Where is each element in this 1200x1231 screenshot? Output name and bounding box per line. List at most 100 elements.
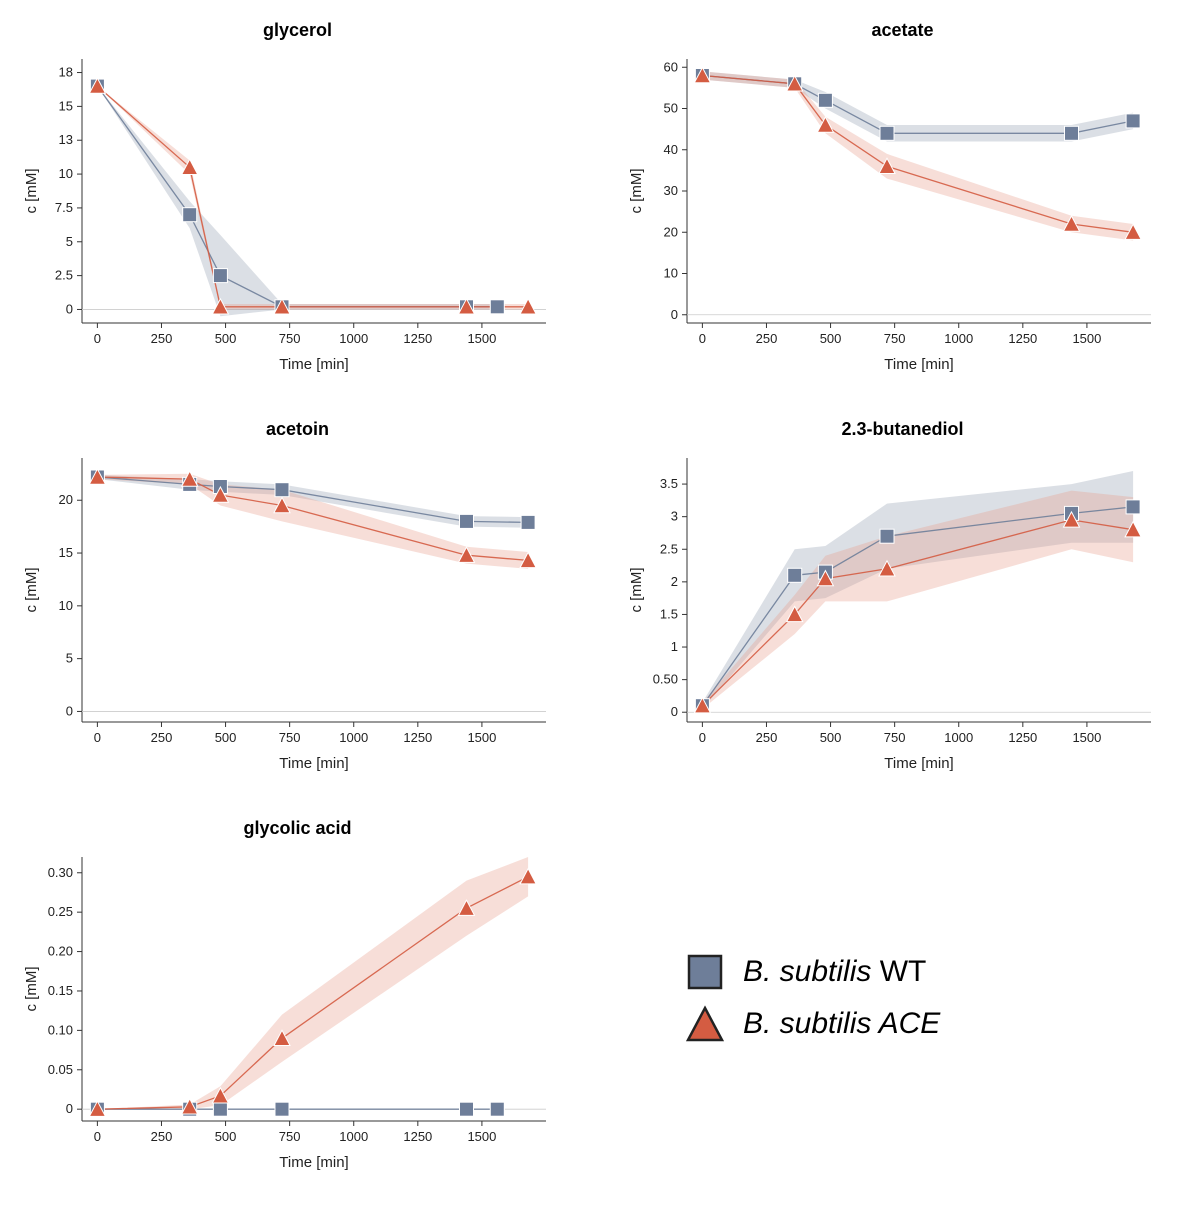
panel-glycerol: glycerol02.557.5101315180250500750100012… bbox=[20, 20, 575, 379]
svg-text:0.20: 0.20 bbox=[48, 944, 73, 959]
svg-text:5: 5 bbox=[66, 651, 73, 666]
svg-text:0: 0 bbox=[94, 730, 101, 745]
svg-text:15: 15 bbox=[59, 98, 73, 113]
svg-text:500: 500 bbox=[215, 730, 237, 745]
svg-text:18: 18 bbox=[59, 65, 73, 80]
svg-text:c [mM]: c [mM] bbox=[23, 169, 40, 214]
legend-item: B. subtilis ACE bbox=[685, 1004, 1180, 1044]
svg-text:Time [min]: Time [min] bbox=[884, 755, 953, 772]
svg-text:1000: 1000 bbox=[944, 730, 973, 745]
svg-text:1500: 1500 bbox=[1072, 331, 1101, 346]
svg-text:30: 30 bbox=[664, 183, 678, 198]
panel-title: glycolic acid bbox=[20, 818, 575, 839]
svg-text:2: 2 bbox=[671, 574, 678, 589]
svg-text:250: 250 bbox=[756, 331, 778, 346]
svg-text:500: 500 bbox=[820, 730, 842, 745]
svg-text:c [mM]: c [mM] bbox=[628, 169, 645, 214]
panel-acetate: acetate 0 10 20 30 40 50 60 0 250 500 750 1000 1250 15… bbox=[625, 20, 1180, 379]
svg-text:750: 750 bbox=[884, 331, 906, 346]
svg-text:0: 0 bbox=[66, 301, 73, 316]
svg-text:1250: 1250 bbox=[403, 730, 432, 745]
svg-text:0: 0 bbox=[94, 1129, 101, 1144]
svg-text:20: 20 bbox=[59, 492, 73, 507]
svg-text:0: 0 bbox=[66, 703, 73, 718]
svg-text:0.50: 0.50 bbox=[653, 672, 678, 687]
legend-item: B. subtilis WT bbox=[685, 952, 1180, 992]
panel-butanediol: 2.3-butanediol 0 0.50 1 1.5 2 2.5 3 3.5 0 250 500 75… bbox=[625, 419, 1180, 778]
svg-text:1: 1 bbox=[671, 639, 678, 654]
svg-text:1250: 1250 bbox=[1008, 730, 1037, 745]
svg-text:40: 40 bbox=[664, 142, 678, 157]
svg-text:1250: 1250 bbox=[403, 331, 432, 346]
svg-text:3: 3 bbox=[671, 509, 678, 524]
svg-text:0: 0 bbox=[699, 730, 706, 745]
panel-glycolic: glycolic acid00.050.100.150.200.250.3002… bbox=[20, 818, 575, 1177]
svg-text:1000: 1000 bbox=[339, 730, 368, 745]
svg-text:5: 5 bbox=[66, 234, 73, 249]
svg-text:2.5: 2.5 bbox=[55, 268, 73, 283]
svg-text:10: 10 bbox=[59, 598, 73, 613]
svg-text:Time [min]: Time [min] bbox=[279, 1154, 348, 1171]
svg-text:250: 250 bbox=[151, 730, 173, 745]
svg-text:250: 250 bbox=[756, 730, 778, 745]
svg-text:250: 250 bbox=[151, 331, 173, 346]
svg-text:60: 60 bbox=[664, 59, 678, 74]
panel-title: acetoin bbox=[20, 419, 575, 440]
legend-label: B. subtilis ACE bbox=[743, 1007, 940, 1041]
svg-text:1250: 1250 bbox=[403, 1129, 432, 1144]
svg-text:0: 0 bbox=[699, 331, 706, 346]
chart-glycolic: 00.050.100.150.200.250.30025050075010001… bbox=[20, 847, 560, 1177]
svg-text:20: 20 bbox=[664, 224, 678, 239]
svg-text:750: 750 bbox=[279, 331, 301, 346]
svg-text:c [mM]: c [mM] bbox=[23, 967, 40, 1012]
svg-text:0.10: 0.10 bbox=[48, 1022, 73, 1037]
svg-text:0.25: 0.25 bbox=[48, 904, 73, 919]
svg-text:7.5: 7.5 bbox=[55, 200, 73, 215]
panel-title: glycerol bbox=[20, 20, 575, 41]
svg-text:c [mM]: c [mM] bbox=[23, 568, 40, 613]
svg-text:500: 500 bbox=[215, 331, 237, 346]
svg-text:1500: 1500 bbox=[467, 1129, 496, 1144]
chart-butanediol: 0 0.50 1 1.5 2 2.5 3 3.5 0 250 500 750 1000 1250 1500 T… bbox=[625, 448, 1165, 778]
chart-grid: glycerol02.557.5101315180250500750100012… bbox=[20, 20, 1180, 1177]
svg-text:3.5: 3.5 bbox=[660, 476, 678, 491]
svg-text:10: 10 bbox=[59, 166, 73, 181]
svg-text:750: 750 bbox=[279, 730, 301, 745]
svg-text:1000: 1000 bbox=[339, 331, 368, 346]
svg-text:c [mM]: c [mM] bbox=[628, 568, 645, 613]
panel-title: 2.3-butanediol bbox=[625, 419, 1180, 440]
svg-text:0.15: 0.15 bbox=[48, 983, 73, 998]
svg-text:0: 0 bbox=[671, 704, 678, 719]
svg-text:0: 0 bbox=[94, 331, 101, 346]
svg-text:0: 0 bbox=[671, 307, 678, 322]
svg-text:0.30: 0.30 bbox=[48, 865, 73, 880]
legend-label: B. subtilis WT bbox=[743, 955, 926, 989]
svg-text:500: 500 bbox=[215, 1129, 237, 1144]
svg-text:500: 500 bbox=[820, 331, 842, 346]
svg-text:250: 250 bbox=[151, 1129, 173, 1144]
svg-text:Time [min]: Time [min] bbox=[279, 356, 348, 373]
chart-glycerol: 02.557.5101315180250500750100012501500Ti… bbox=[20, 49, 560, 379]
chart-acetoin: 0 5 10 15 20 0 250 500 750 1000 1250 1500 Time [min]… bbox=[20, 448, 560, 778]
svg-text:750: 750 bbox=[279, 1129, 301, 1144]
svg-text:1000: 1000 bbox=[339, 1129, 368, 1144]
svg-text:1500: 1500 bbox=[1072, 730, 1101, 745]
svg-text:1500: 1500 bbox=[467, 331, 496, 346]
square-icon bbox=[685, 952, 725, 992]
panel-title: acetate bbox=[625, 20, 1180, 41]
svg-text:1.5: 1.5 bbox=[660, 606, 678, 621]
legend: B. subtilis WT B. subtilis ACE bbox=[625, 818, 1180, 1177]
svg-text:750: 750 bbox=[884, 730, 906, 745]
svg-text:50: 50 bbox=[664, 101, 678, 116]
svg-text:0: 0 bbox=[66, 1101, 73, 1116]
svg-text:10: 10 bbox=[664, 266, 678, 281]
svg-text:15: 15 bbox=[59, 545, 73, 560]
svg-text:1000: 1000 bbox=[944, 331, 973, 346]
svg-text:Time [min]: Time [min] bbox=[279, 755, 348, 772]
chart-acetate: 0 10 20 30 40 50 60 0 250 500 750 1000 1250 1500 Time … bbox=[625, 49, 1165, 379]
svg-text:1250: 1250 bbox=[1008, 331, 1037, 346]
svg-text:1500: 1500 bbox=[467, 730, 496, 745]
svg-text:2.5: 2.5 bbox=[660, 541, 678, 556]
triangle-icon bbox=[685, 1004, 725, 1044]
svg-text:Time [min]: Time [min] bbox=[884, 356, 953, 373]
